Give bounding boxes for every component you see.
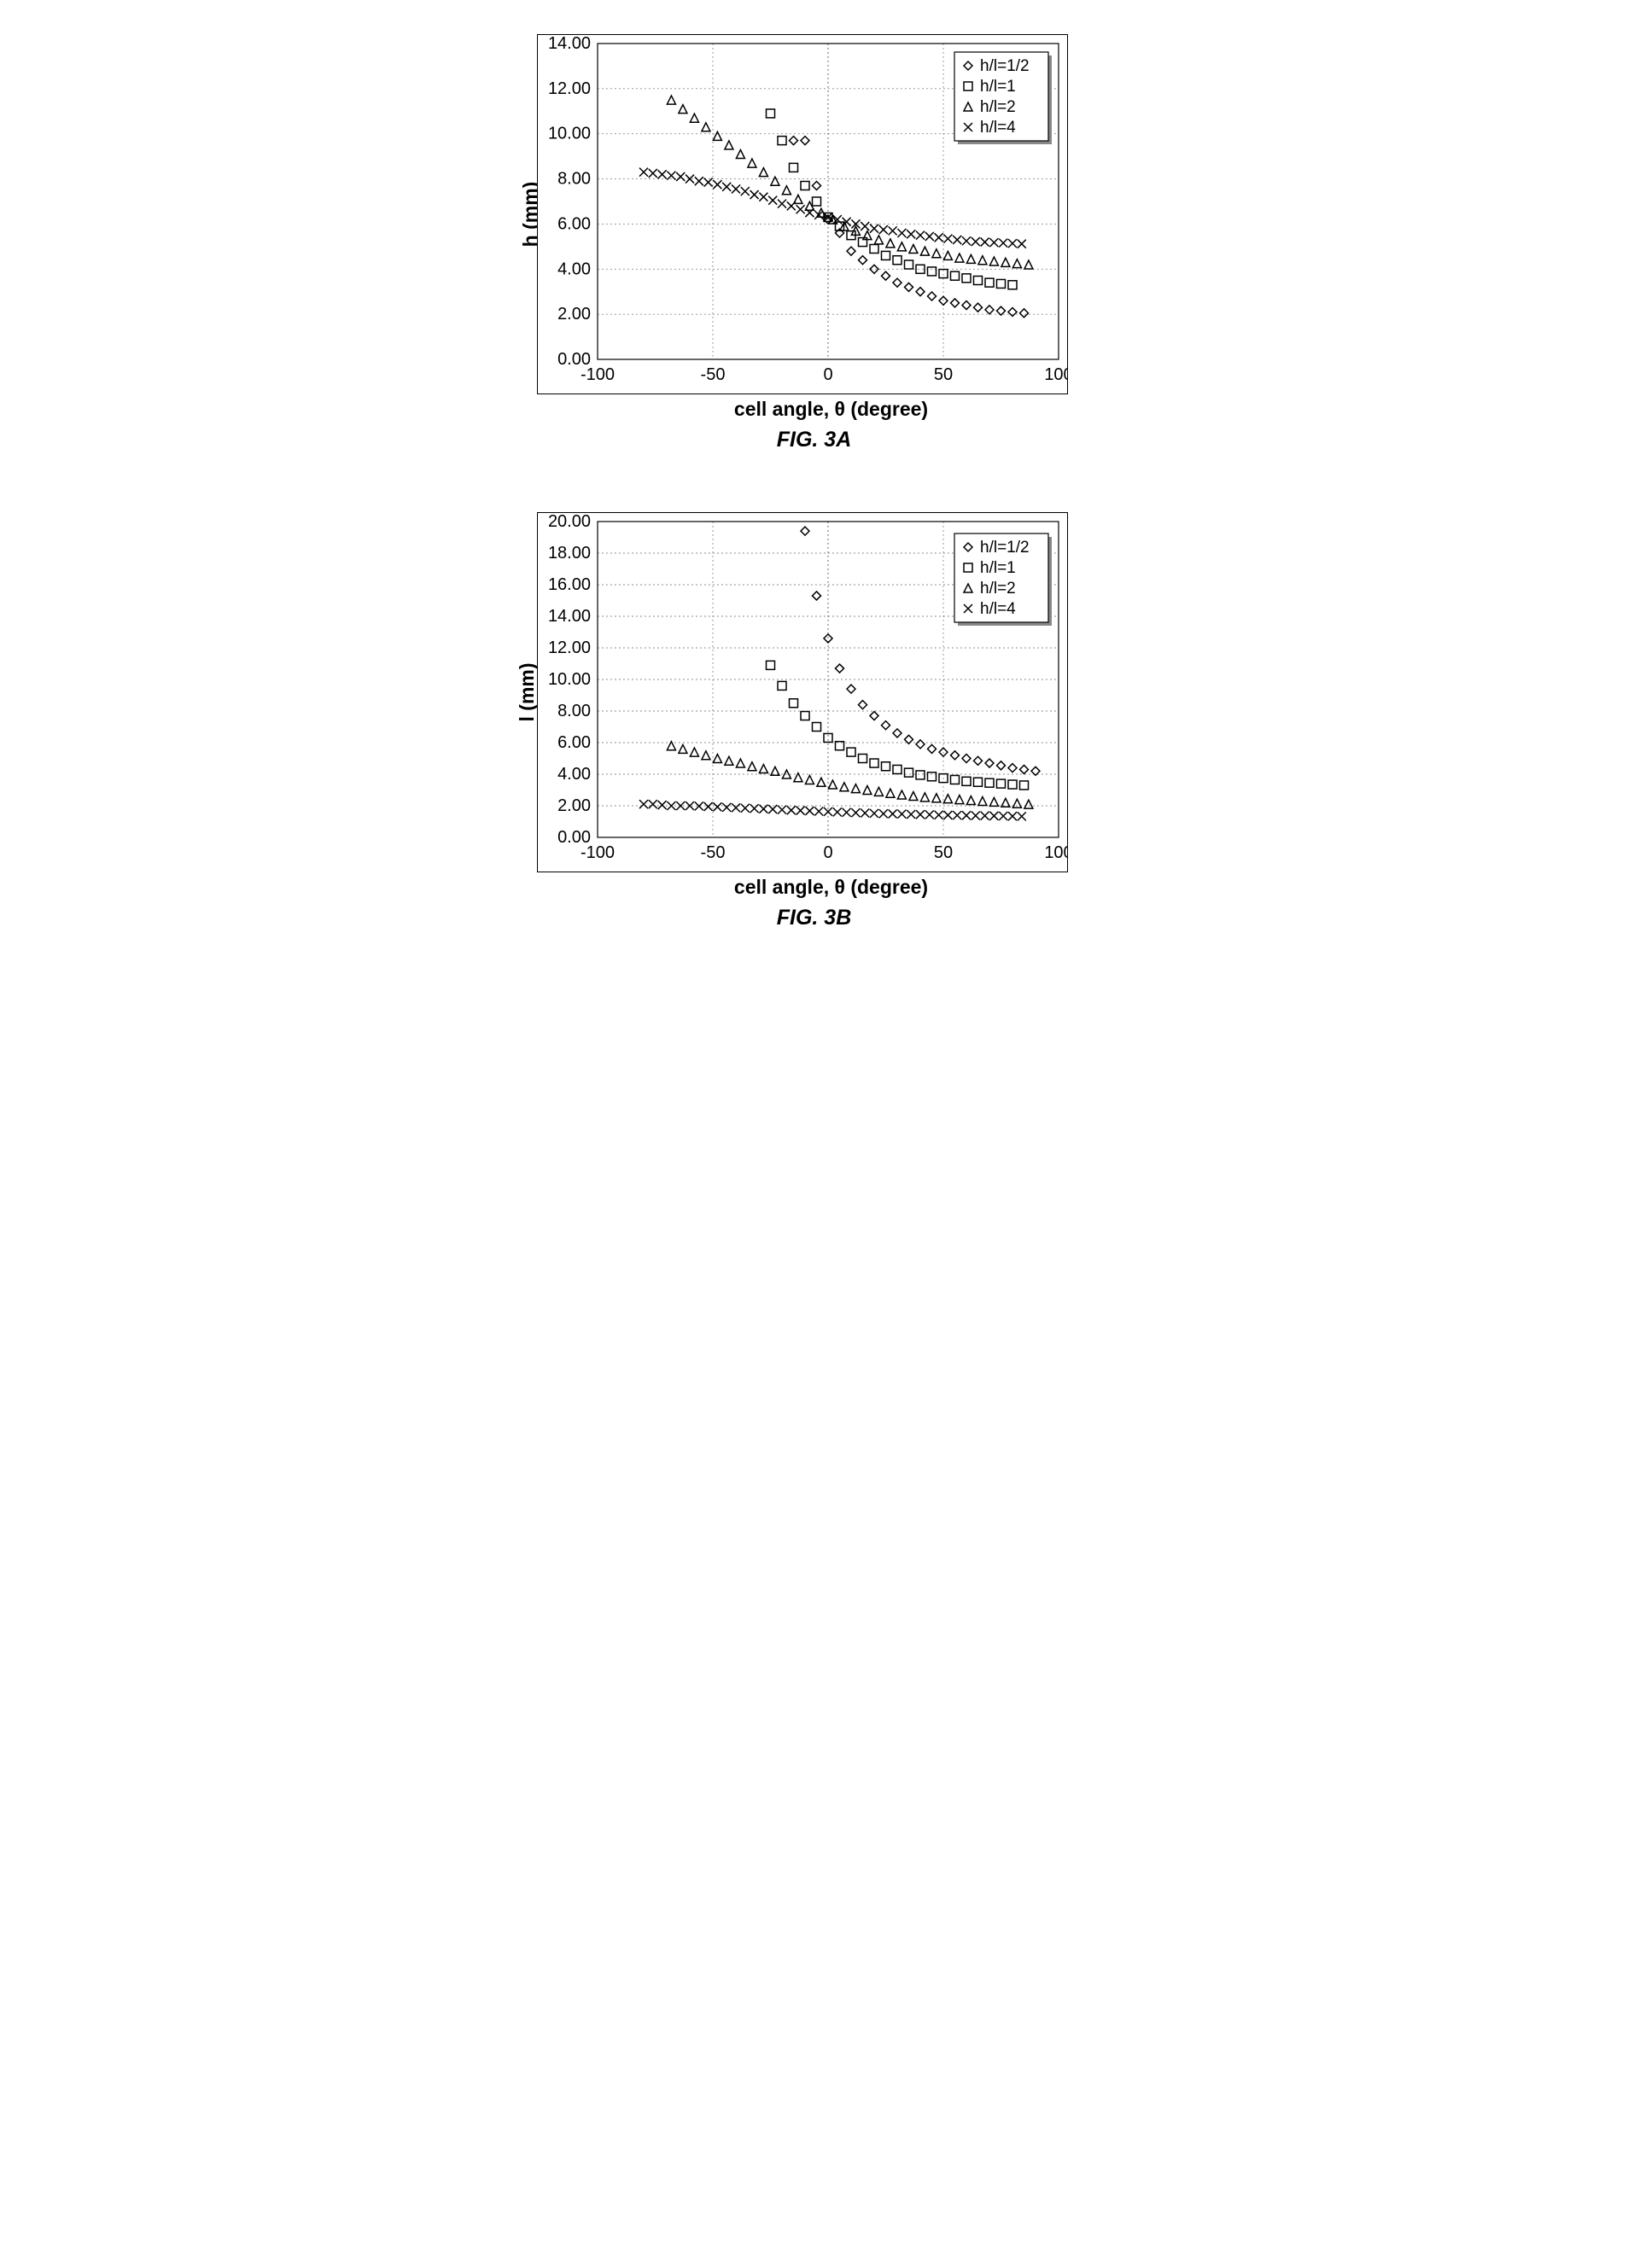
svg-text:8.00: 8.00 [557,170,591,189]
svg-text:0.00: 0.00 [557,828,591,847]
fig-a-caption: FIG. 3A [503,428,1126,452]
fig-a-frame: -100-500501000.002.004.006.008.0010.0012… [537,34,1068,394]
fig-b-caption: FIG. 3B [503,906,1126,930]
figure-b-block: l (mm) -100-500501000.002.004.006.008.00… [503,512,1126,930]
svg-text:h/l=1: h/l=1 [980,78,1016,96]
svg-text:h/l=4: h/l=4 [980,119,1016,137]
svg-text:6.00: 6.00 [557,214,591,233]
svg-text:6.00: 6.00 [557,733,591,752]
svg-text:8.00: 8.00 [557,702,591,720]
svg-text:20.00: 20.00 [547,513,590,531]
svg-text:0: 0 [823,365,832,384]
svg-text:14.00: 14.00 [547,607,590,626]
page: h (mm) -100-500501000.002.004.006.008.00… [503,34,1126,930]
svg-text:h/l=1/2: h/l=1/2 [980,57,1030,75]
svg-text:14.00: 14.00 [547,35,590,53]
plot-svg: -100-500501000.002.004.006.008.0010.0012… [538,513,1067,872]
svg-text:10.00: 10.00 [547,125,590,143]
svg-text:50: 50 [933,365,952,384]
svg-text:h/l=1: h/l=1 [980,559,1016,577]
svg-text:10.00: 10.00 [547,670,590,689]
figure-a-block: h (mm) -100-500501000.002.004.006.008.00… [503,34,1126,452]
fig-b-frame: -100-500501000.002.004.006.008.0010.0012… [537,512,1068,872]
fig-b-ylabel: l (mm) [516,663,539,722]
svg-text:100: 100 [1044,843,1067,862]
fig-a-xlabel: cell angle, θ (degree) [537,398,1126,421]
svg-text:h/l=2: h/l=2 [980,98,1016,116]
svg-text:16.00: 16.00 [547,575,590,594]
svg-text:h/l=4: h/l=4 [980,600,1016,618]
svg-text:12.00: 12.00 [547,79,590,98]
svg-text:0.00: 0.00 [557,350,591,369]
svg-text:2.00: 2.00 [557,796,591,815]
svg-text:4.00: 4.00 [557,765,591,784]
svg-text:100: 100 [1044,365,1067,384]
svg-text:0: 0 [823,843,832,862]
plot-svg: -100-500501000.002.004.006.008.0010.0012… [538,35,1067,394]
svg-text:-50: -50 [700,843,725,862]
svg-text:-50: -50 [700,365,725,384]
svg-text:h/l=1/2: h/l=1/2 [980,539,1030,557]
svg-text:2.00: 2.00 [557,305,591,324]
svg-text:18.00: 18.00 [547,544,590,563]
svg-text:4.00: 4.00 [557,259,591,278]
fig-b-xlabel: cell angle, θ (degree) [537,876,1126,899]
svg-text:50: 50 [933,843,952,862]
svg-text:12.00: 12.00 [547,638,590,657]
svg-text:h/l=2: h/l=2 [980,580,1016,598]
